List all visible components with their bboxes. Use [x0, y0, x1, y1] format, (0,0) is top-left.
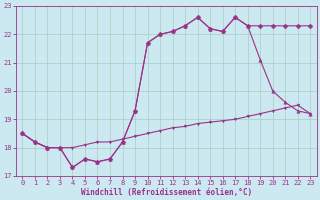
- X-axis label: Windchill (Refroidissement éolien,°C): Windchill (Refroidissement éolien,°C): [81, 188, 252, 197]
